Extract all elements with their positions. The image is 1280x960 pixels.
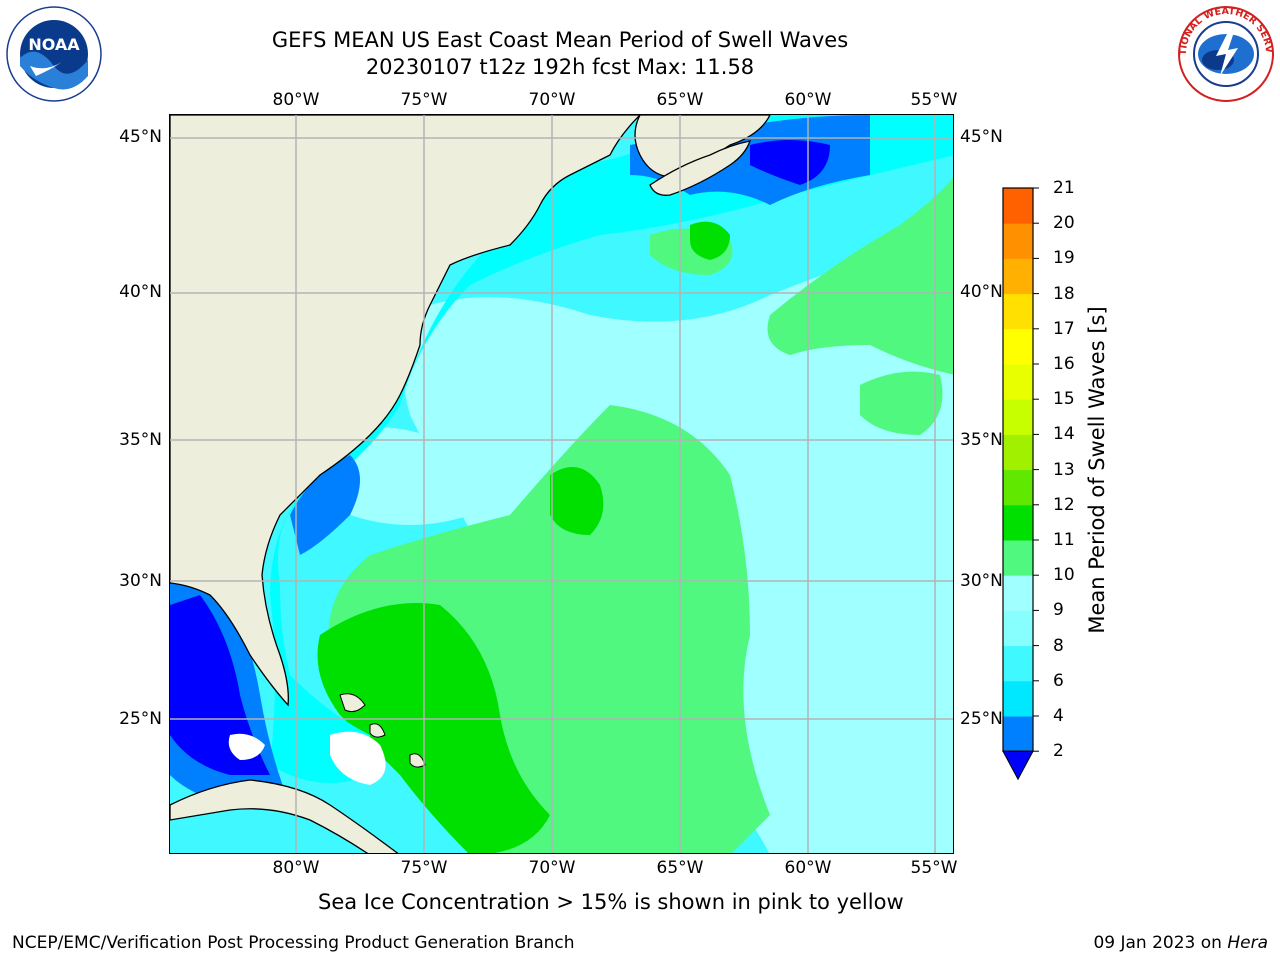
lon-label-top: 55°W bbox=[910, 90, 958, 110]
lat-label-left: 45°N bbox=[119, 127, 162, 147]
footer-machine: Hera bbox=[1227, 933, 1268, 953]
contour-2-gom bbox=[170, 595, 270, 775]
chart-title: GEFS MEAN US East Coast Mean Period of S… bbox=[271, 28, 849, 52]
colorbar-tick-label: 17 bbox=[1053, 318, 1075, 339]
colorbar-segment bbox=[1003, 328, 1033, 365]
contour-11-c bbox=[690, 221, 730, 260]
lon-label-bottom: 80°W bbox=[272, 858, 320, 878]
contour-2-gulf-maine bbox=[750, 140, 830, 185]
lon-label-bottom: 70°W bbox=[528, 858, 576, 878]
colorbar-tick-label: 10 bbox=[1053, 565, 1075, 586]
colorbar-segment bbox=[1003, 540, 1033, 576]
noaa-logo: NOAA bbox=[6, 6, 102, 102]
contour-10-ne bbox=[767, 177, 953, 375]
colorbar-tick-label: 6 bbox=[1053, 670, 1064, 691]
colorbar-segment bbox=[1003, 645, 1033, 682]
colorbar-tick-label: 14 bbox=[1053, 424, 1075, 445]
colorbar-segment bbox=[1003, 188, 1033, 224]
lat-label-right: 35°N bbox=[960, 430, 1003, 450]
colorbar-segment bbox=[1003, 364, 1033, 400]
colorbar-extend bbox=[1002, 750, 1034, 781]
colorbar-segment bbox=[1003, 223, 1033, 259]
lon-label-bottom: 60°W bbox=[784, 858, 832, 878]
colorbar-tick-label: 11 bbox=[1053, 530, 1075, 550]
sea-ice-note: Sea Ice Concentration > 15% is shown in … bbox=[318, 890, 904, 914]
lon-label-top: 60°W bbox=[784, 90, 832, 110]
colorbar-segment bbox=[1003, 399, 1033, 435]
colorbar-title: Mean Period of Swell Waves [s] bbox=[1085, 306, 1109, 634]
colorbar-tick-label: 9 bbox=[1053, 600, 1064, 621]
colorbar-segment bbox=[1003, 469, 1033, 506]
lat-label-right: 40°N bbox=[960, 282, 1003, 302]
colorbar-tick-label: 8 bbox=[1053, 635, 1064, 656]
lat-label-right: 30°N bbox=[960, 571, 1003, 591]
lat-label-left: 35°N bbox=[119, 430, 162, 450]
colorbar-segment bbox=[1003, 610, 1033, 647]
lon-label-bottom: 55°W bbox=[910, 858, 958, 878]
no-data-patch bbox=[330, 731, 386, 785]
lat-label-left: 30°N bbox=[119, 571, 162, 591]
lat-label-left: 40°N bbox=[119, 282, 162, 302]
lon-label-top: 80°W bbox=[272, 90, 320, 110]
colorbar-segment bbox=[1003, 293, 1033, 330]
nearshore-band bbox=[270, 115, 953, 783]
colorbar-segment bbox=[1003, 504, 1033, 541]
contour-10-e bbox=[860, 371, 943, 435]
land-north-america bbox=[170, 115, 641, 707]
land-nova-scotia bbox=[649, 140, 751, 196]
lon-label-bottom: 65°W bbox=[656, 858, 704, 878]
swell-period-map bbox=[169, 114, 954, 854]
lon-label-bottom: 75°W bbox=[400, 858, 448, 878]
lat-label-right: 25°N bbox=[960, 709, 1003, 729]
lon-label-top: 75°W bbox=[400, 90, 448, 110]
lat-label-left: 25°N bbox=[119, 709, 162, 729]
colorbar-segment bbox=[1003, 258, 1033, 295]
lat-label-right: 45°N bbox=[960, 127, 1003, 147]
lon-label-top: 65°W bbox=[656, 90, 704, 110]
lon-label-top: 70°W bbox=[528, 90, 576, 110]
map-canvas bbox=[170, 115, 953, 853]
footer-date: 09 Jan 2023 on Hera bbox=[1093, 933, 1268, 953]
no-data-patch bbox=[228, 733, 265, 760]
land-cuba bbox=[170, 779, 399, 853]
contour-11-b bbox=[550, 467, 604, 535]
graticule bbox=[170, 115, 953, 853]
chart-subtitle: 20230107 t12z 192h fcst Max: 11.58 bbox=[365, 55, 755, 79]
contour-4-coast bbox=[290, 455, 360, 555]
contour-11 bbox=[317, 603, 550, 853]
colorbar-tick-label: 12 bbox=[1053, 494, 1075, 515]
land-bahamas bbox=[339, 693, 426, 768]
colorbar-tick-label: 16 bbox=[1053, 354, 1075, 374]
colorbar-tick-label: 2 bbox=[1053, 741, 1064, 762]
colorbar-tick-label: 19 bbox=[1053, 248, 1075, 269]
colorbar-tick-label: 21 bbox=[1053, 178, 1075, 198]
colorbar-segment bbox=[1003, 434, 1033, 471]
svg-text:NOAA: NOAA bbox=[28, 35, 80, 54]
colorbar-tick-label: 18 bbox=[1053, 283, 1075, 304]
colorbar-tick-label: 13 bbox=[1053, 459, 1075, 480]
colorbar-tick-label: 20 bbox=[1053, 213, 1075, 234]
colorbar-segment bbox=[1003, 716, 1033, 752]
colorbar-segment bbox=[1003, 680, 1033, 717]
colorbar-tick-label: 15 bbox=[1053, 389, 1075, 410]
colorbar-segment bbox=[1003, 575, 1033, 611]
nws-logo: NATIONAL WEATHER SERVICE bbox=[1176, 4, 1274, 102]
colorbar-tick-label: 4 bbox=[1053, 706, 1064, 726]
colorbar bbox=[1002, 187, 1039, 781]
footer-credit: NCEP/EMC/Verification Post Processing Pr… bbox=[12, 933, 575, 953]
